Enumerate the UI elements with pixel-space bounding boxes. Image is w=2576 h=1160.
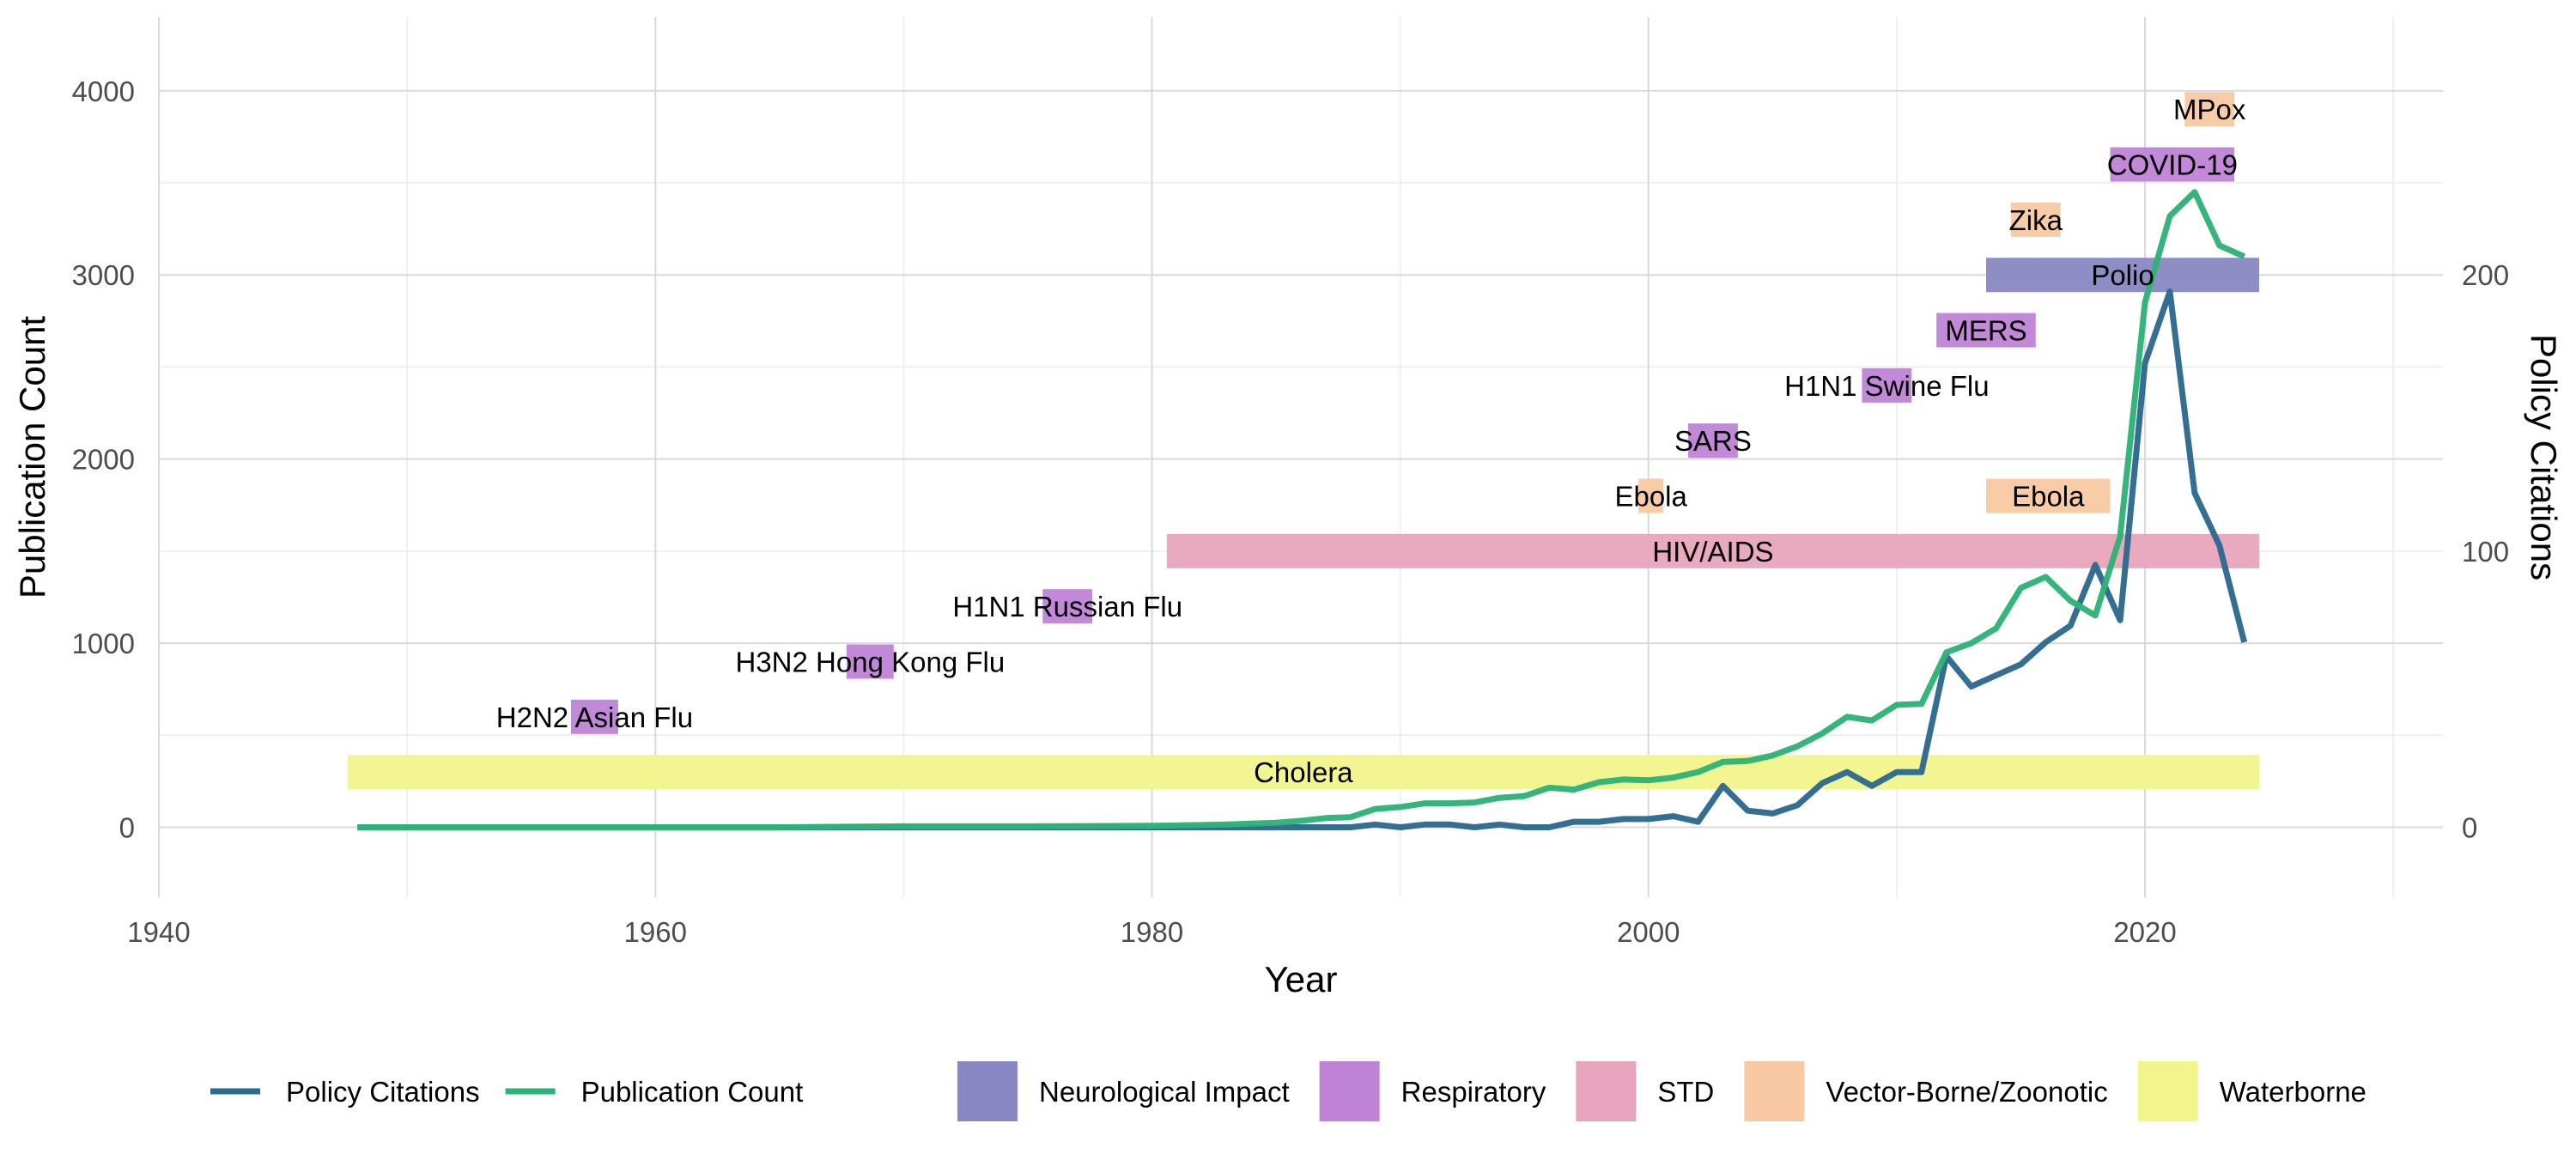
event-label: H1N1 Swine Flu [1784,370,1989,402]
event-bar [1986,258,2260,293]
event-bar [1166,533,2260,568]
event-label: COVID-19 [2107,149,2238,181]
legend-item-label: Neurological Impact [1039,1076,1290,1108]
y2-tick-label: 0 [2462,812,2477,844]
event-label: Zika [2009,204,2063,236]
legend-item-label: Waterborne [2220,1076,2366,1108]
series-line [357,189,2246,830]
event-bar [2184,92,2235,127]
y-tick-label: 0 [119,812,135,844]
event-bar [1042,589,1093,624]
y2-axis-title: Policy Citations [2524,334,2564,580]
event-label: H1N1 Russian Flu [952,591,1182,623]
event-label: Polio [2091,259,2154,291]
legend-swatch [1744,1061,1805,1121]
event-bar [347,755,2260,790]
grid-layer [158,17,2443,897]
legend-item-label: STD [1657,1076,1714,1108]
event-label: HIV/AIDS [1652,536,1773,568]
event-bars-layer [347,92,2260,790]
event-label: Cholera [1254,756,1353,788]
series-lines-layer [357,189,2248,830]
legend-item-label: Publication Count [581,1076,804,1108]
y-tick-label: 4000 [72,76,135,107]
y-axis-title: Publication Count [12,316,52,599]
x-tick-label: 1940 [127,916,190,948]
event-bar [1862,367,1912,403]
legend-swatch [1576,1061,1637,1121]
legend-swatch [2137,1061,2198,1121]
event-labels-layer: Cholera H2N2 Asian Flu H3N2 Hong Kong Flu H… [496,94,2246,788]
event-label: H3N2 Hong Kong Flu [736,647,1005,678]
x-tick-label: 1980 [1121,916,1183,948]
legend-swatch [1319,1061,1380,1121]
event-label: MPox [2173,94,2246,125]
event-label: Ebola [1614,481,1687,513]
y2-tick-label: 200 [2462,259,2509,291]
event-bar [1638,478,1664,513]
legend-item-label: Vector-Borne/Zoonotic [1826,1076,2107,1108]
legend-item-label: Policy Citations [286,1076,480,1108]
event-bar [570,699,618,734]
legend-swatch [957,1061,1018,1121]
event-label: H2N2 Asian Flu [496,701,693,733]
event-bar [2110,147,2235,182]
legend-item-label: Respiratory [1401,1076,1546,1108]
y2-tick-label: 100 [2462,536,2509,568]
legend: Policy Citations Publication Count Neurolo… [210,1061,2366,1121]
event-label: SARS [1674,425,1752,457]
x-tick-label: 2000 [1617,916,1680,948]
x-tick-label: 2020 [2113,916,2176,948]
axis-layer: 1940 1960 1980 2000 2020 0 1000 2000 3000 4000 0 10… [72,76,2509,948]
event-bar [1688,423,1738,459]
event-bar [1936,313,2036,348]
y-tick-label: 3000 [72,259,135,291]
event-label: Ebola [2012,481,2085,513]
event-label: MERS [1945,315,2026,347]
event-bar [2010,202,2061,237]
event-bar [1986,478,2111,513]
y-tick-label: 2000 [72,444,135,476]
x-tick-label: 1960 [624,916,687,948]
event-bar [846,644,894,679]
x-axis-title: Year [1265,959,1338,999]
y-tick-label: 1000 [72,628,135,659]
